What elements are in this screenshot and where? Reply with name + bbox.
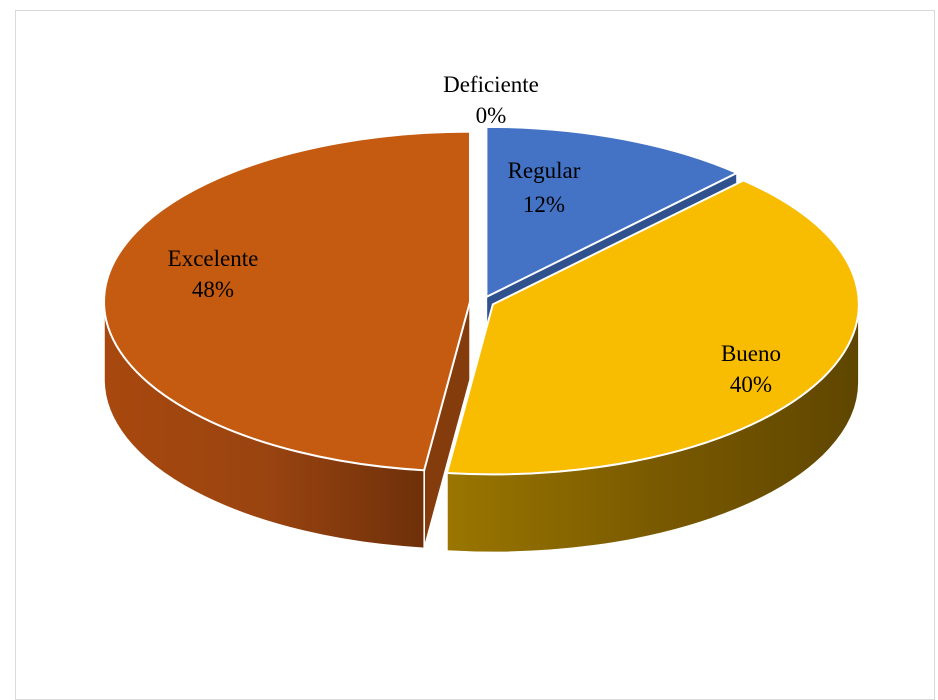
slice-excelente [103, 130, 472, 472]
slice-bueno [445, 179, 860, 476]
label-excelente-value: 48% [192, 277, 234, 302]
slice-regular [485, 125, 740, 299]
label-deficiente-value: 0% [476, 103, 507, 128]
label-deficiente-name: Deficiente [443, 72, 539, 97]
label-bueno-value: 40% [730, 372, 772, 397]
label-regular-value: 12% [523, 192, 565, 217]
label-bueno-name: Bueno [721, 341, 781, 366]
label-regular-name: Regular [508, 158, 581, 183]
label-excelente-name: Excelente [168, 246, 259, 271]
